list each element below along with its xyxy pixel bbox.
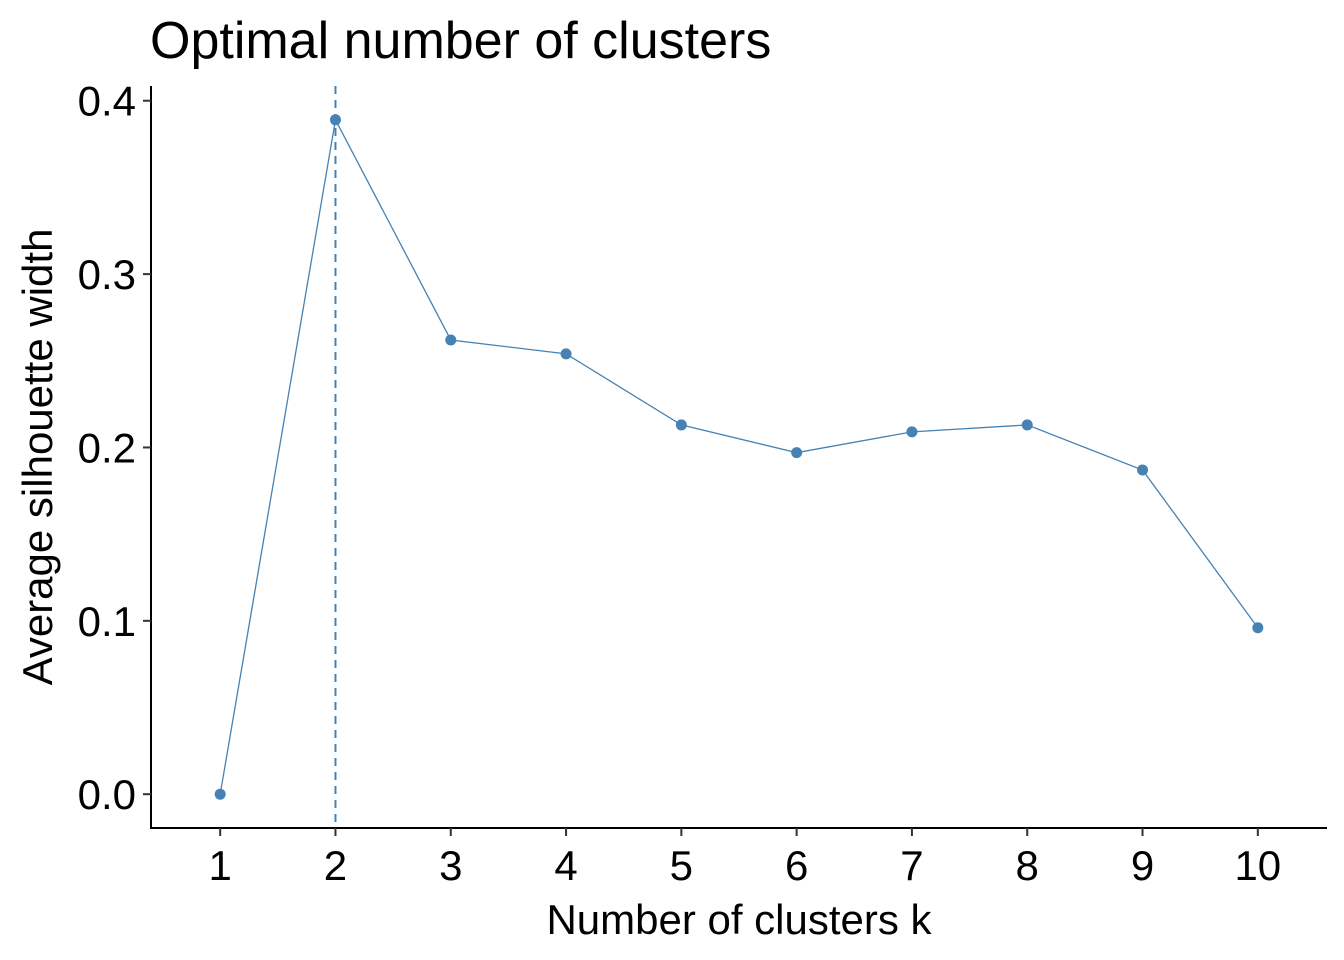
data-point bbox=[1137, 464, 1149, 476]
data-point bbox=[329, 114, 341, 126]
x-tick-label: 10 bbox=[1234, 842, 1281, 889]
data-point bbox=[445, 334, 457, 346]
chart-title: Optimal number of clusters bbox=[150, 12, 771, 70]
x-tick-label: 7 bbox=[900, 842, 923, 889]
y-tick-label: 0.2 bbox=[78, 424, 136, 471]
plot-area: 0.0 0.1 0.2 0.3 0.4 1 2 3 4 5 6 7 8 9 10 bbox=[78, 78, 1327, 889]
data-point bbox=[214, 788, 226, 800]
y-tick-label: 0.4 bbox=[78, 78, 136, 125]
x-tick-label: 5 bbox=[670, 842, 693, 889]
data-point bbox=[675, 419, 687, 431]
data-point bbox=[906, 426, 918, 438]
data-point bbox=[1252, 622, 1264, 634]
data-point bbox=[560, 348, 572, 360]
x-axis-label: Number of clusters k bbox=[546, 896, 932, 943]
x-tick-label: 3 bbox=[439, 842, 462, 889]
x-tick-label: 1 bbox=[208, 842, 231, 889]
data-point bbox=[791, 447, 803, 459]
series-line bbox=[219, 117, 1259, 795]
y-tick-label: 0.1 bbox=[78, 598, 136, 645]
x-tick-label: 2 bbox=[324, 842, 347, 889]
x-tick-label: 4 bbox=[554, 842, 577, 889]
x-tick-label: 6 bbox=[785, 842, 808, 889]
data-point bbox=[1021, 419, 1033, 431]
x-tick-label: 8 bbox=[1016, 842, 1039, 889]
x-tick-label: 9 bbox=[1131, 842, 1154, 889]
y-tick-label: 0.3 bbox=[78, 251, 136, 298]
y-tick-label: 0.0 bbox=[78, 771, 136, 818]
y-axis-label: Average silhouette width bbox=[14, 229, 61, 686]
